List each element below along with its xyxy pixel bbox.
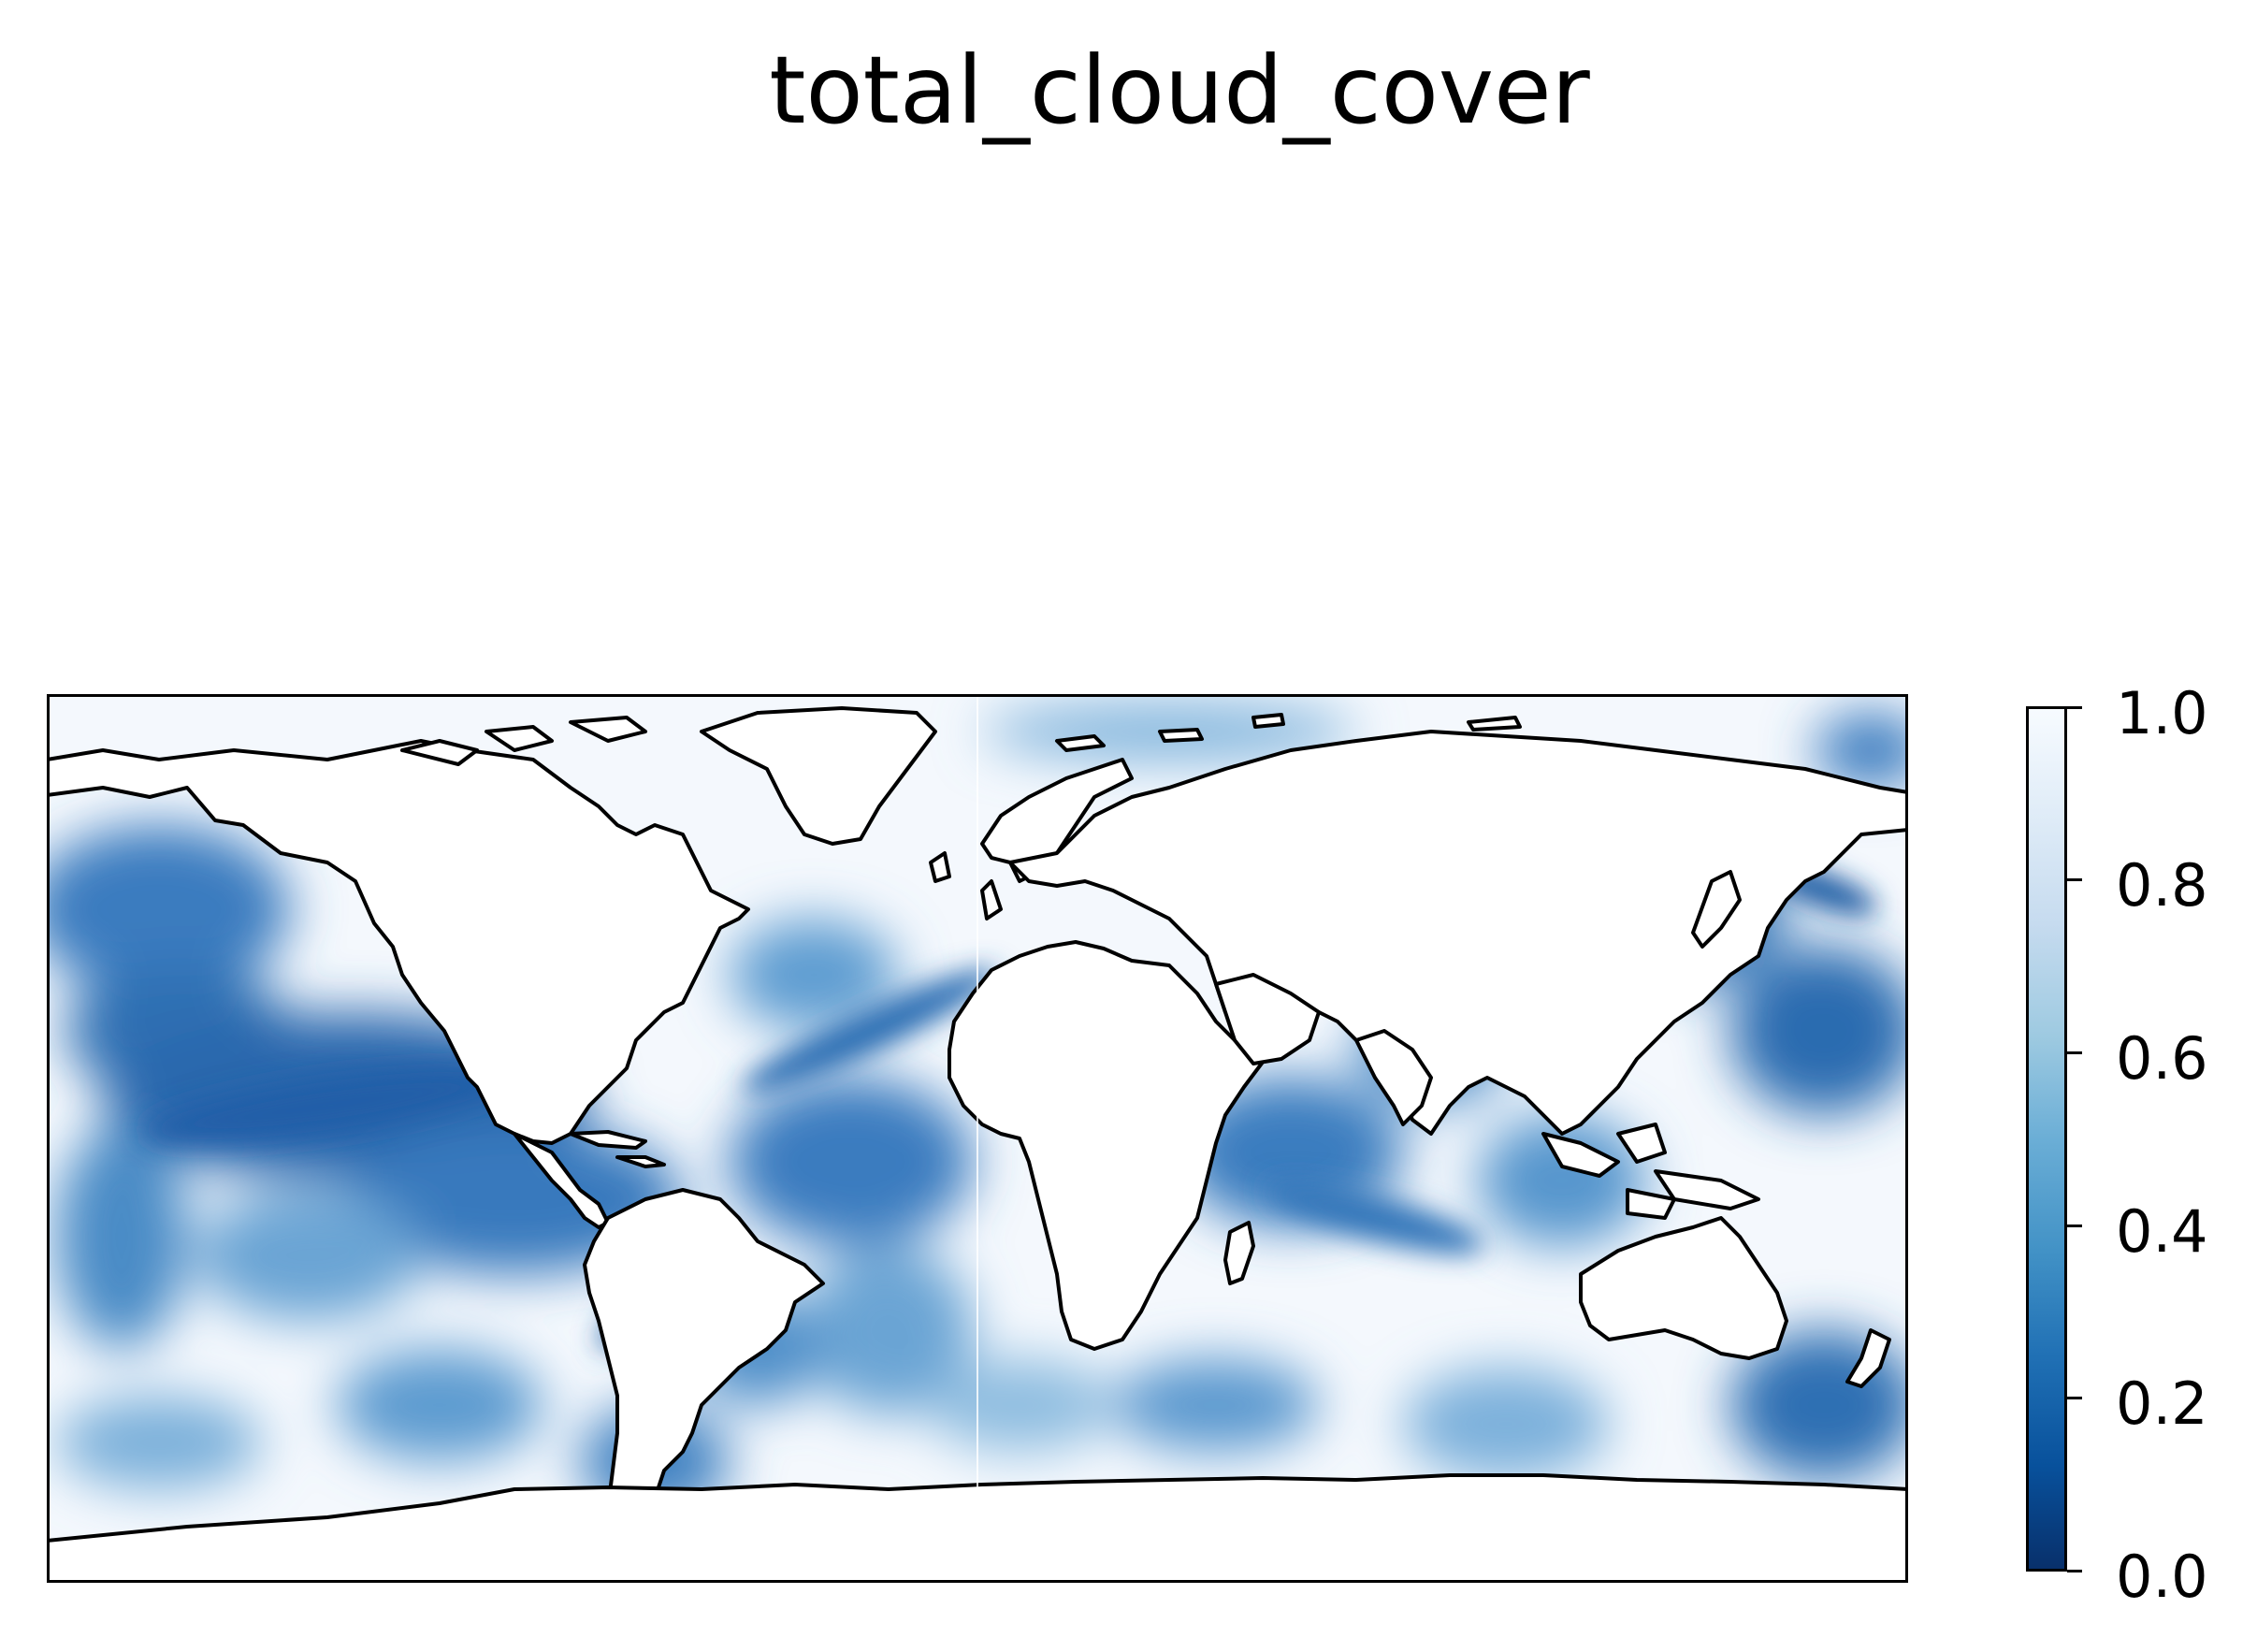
colorbar-tick-label: 0.0 [2116,1543,2208,1611]
colorbar [2026,706,2067,1572]
colorbar-tick-label: 0.6 [2116,1024,2208,1093]
colorbar-tick [2067,1225,2082,1227]
colorbar-tick [2067,1397,2082,1399]
colorbar-tick [2067,1051,2082,1054]
colorbar-tick [2067,706,2082,709]
map-panel[interactable] [47,694,1908,1583]
map-title: total_cloud_cover [769,36,1590,145]
colorbar-tick [2067,878,2082,881]
colorbar-tick [2067,1570,2082,1572]
map-border [47,694,1908,1583]
colorbar-tick-label: 1.0 [2116,679,2208,747]
map-svg [47,694,1908,1583]
colorbar-tick-label: 0.8 [2116,851,2208,920]
colorbar-tick-label: 0.4 [2116,1197,2208,1266]
coastlines [47,706,1908,1583]
colorbar-tick-label: 0.2 [2116,1369,2208,1438]
cloud-field [47,703,1908,1517]
